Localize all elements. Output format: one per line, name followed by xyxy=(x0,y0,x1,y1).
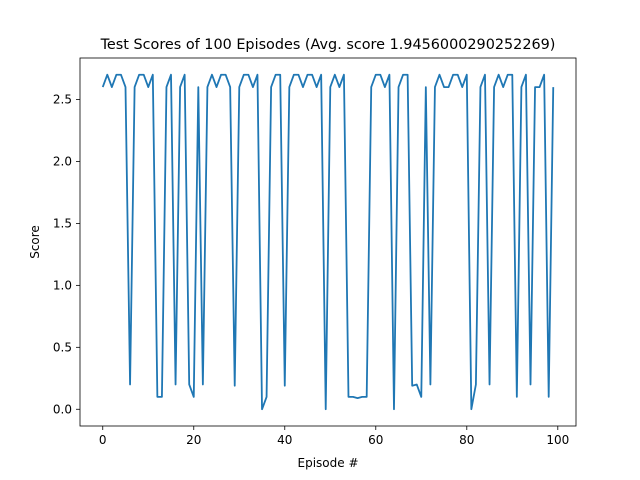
series-line xyxy=(101,73,555,411)
y-tick-label: 1.5 xyxy=(53,216,72,230)
x-tick-label: 100 xyxy=(546,433,569,447)
y-tick-label: 2.0 xyxy=(53,154,72,168)
y-tick-label: 2.5 xyxy=(53,93,72,107)
x-axis-label: Episode # xyxy=(298,456,359,470)
plot-area xyxy=(101,73,555,411)
axes-frame xyxy=(79,57,577,427)
x-tick-label: 0 xyxy=(99,433,107,447)
y-axis: 0.0 0.5 1.0 1.5 2.0 2.5 xyxy=(53,93,80,416)
x-tick-label: 80 xyxy=(459,433,474,447)
y-tick-label: 0.0 xyxy=(53,402,72,416)
y-tick-label: 0.5 xyxy=(53,340,72,354)
chart-title: Test Scores of 100 Episodes (Avg. score … xyxy=(100,37,556,53)
x-tick-label: 40 xyxy=(277,433,292,447)
y-axis-label: Score xyxy=(28,225,42,259)
x-tick-label: 20 xyxy=(186,433,201,447)
x-tick-label: 60 xyxy=(368,433,383,447)
y-tick-label: 1.0 xyxy=(53,278,72,292)
x-axis: 0 20 40 60 80 100 xyxy=(99,426,569,447)
